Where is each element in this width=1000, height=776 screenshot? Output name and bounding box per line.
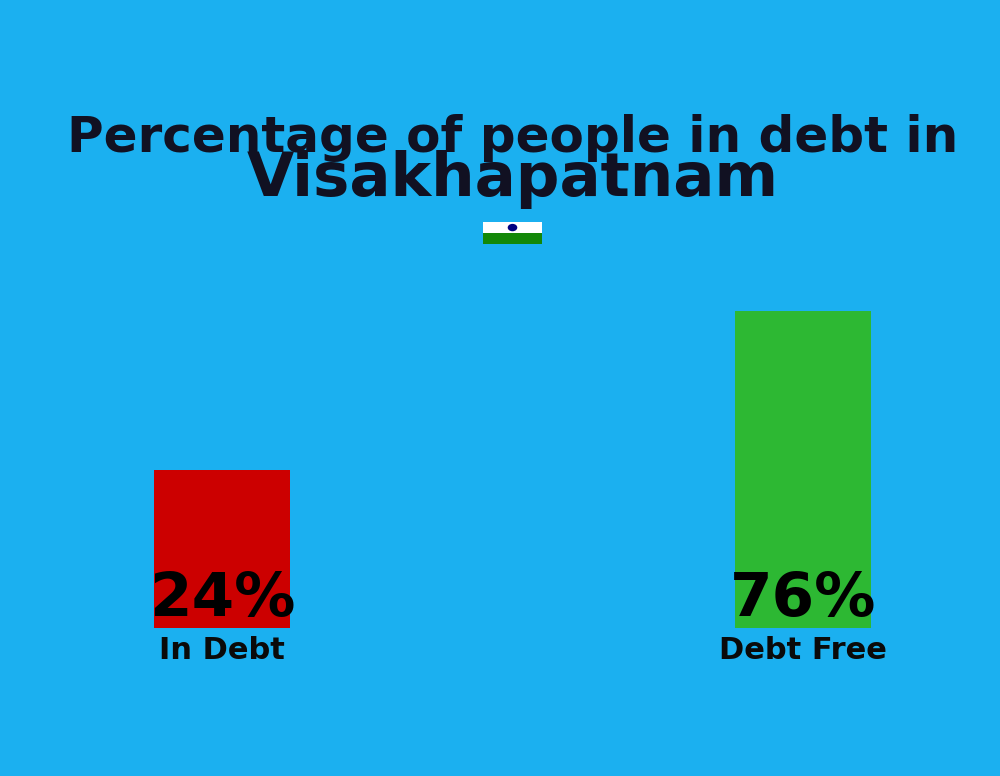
Text: 24%: 24% <box>149 570 296 629</box>
Text: In Debt: In Debt <box>159 636 285 665</box>
FancyBboxPatch shape <box>483 222 542 233</box>
FancyBboxPatch shape <box>483 233 542 244</box>
FancyBboxPatch shape <box>483 222 542 233</box>
Text: Visakhapatnam: Visakhapatnam <box>246 151 779 210</box>
Text: Debt Free: Debt Free <box>719 636 887 665</box>
FancyBboxPatch shape <box>154 469 290 628</box>
FancyBboxPatch shape <box>735 311 871 628</box>
Text: Percentage of people in debt in: Percentage of people in debt in <box>67 114 958 162</box>
Circle shape <box>508 223 517 231</box>
Text: 76%: 76% <box>729 570 876 629</box>
